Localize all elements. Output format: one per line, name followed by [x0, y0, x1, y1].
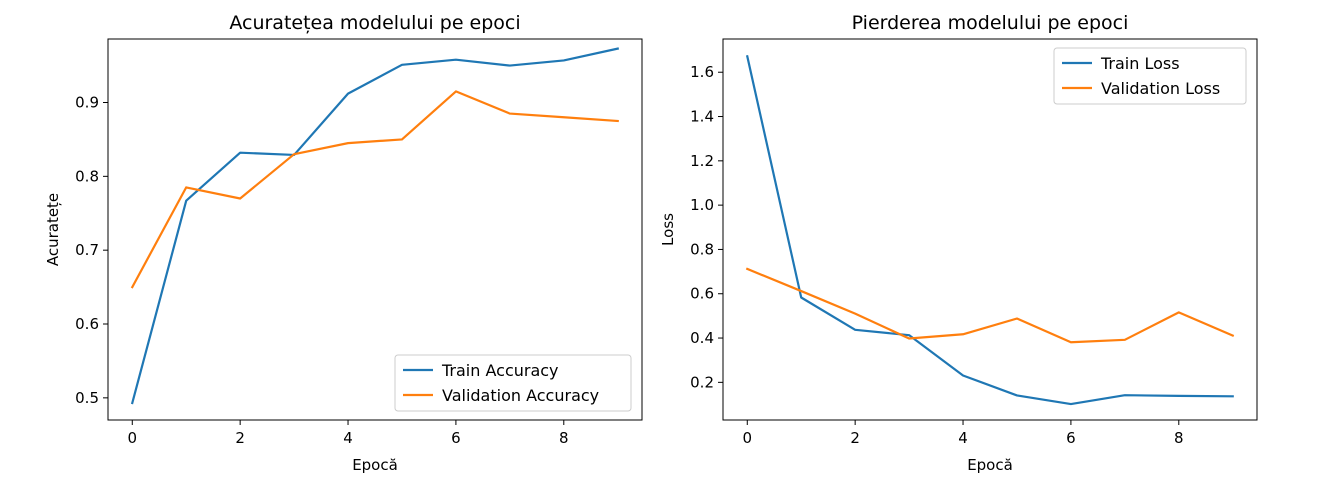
x-tick-label: 4 — [958, 429, 968, 447]
y-axis-label: Acuratețe — [44, 193, 62, 266]
legend-box — [1053, 47, 1247, 105]
x-axis-label: Epocă — [352, 456, 398, 474]
chart-title: Pierderea modelului pe epoci — [852, 12, 1129, 34]
y-tick-label: 1.2 — [690, 152, 714, 170]
x-tick-label: 6 — [451, 429, 461, 447]
x-tick-label: 2 — [235, 429, 245, 447]
legend-entry: Validation Loss — [1101, 79, 1220, 98]
x-tick-label: 6 — [1066, 429, 1076, 447]
loss-chart: Pierderea modelului pe epoci 0 2 4 6 8 0.2 0.4 0… — [659, 12, 1258, 474]
y-tick-label: 0.7 — [75, 241, 99, 259]
plot-frame — [722, 38, 1258, 421]
legend-box — [394, 354, 632, 412]
y-tick-label: 0.8 — [690, 240, 714, 258]
x-tick-label: 8 — [1174, 429, 1184, 447]
x-tick-label: 2 — [850, 429, 860, 447]
y-tick-label: 1.0 — [690, 196, 714, 214]
x-tick-label: 0 — [127, 429, 137, 447]
legend-entry: Train Accuracy — [441, 361, 559, 380]
accuracy-chart: Acuratețea modelului pe epoci 0 2 4 6 8 0.5 0.6… — [44, 12, 643, 474]
series-line-train — [130, 47, 620, 405]
legend: Train Loss Validation Loss — [1053, 47, 1247, 105]
x-axis-label: Epocă — [967, 456, 1013, 474]
x-tick-label: 8 — [559, 429, 569, 447]
series-line-validation — [745, 267, 1235, 344]
x-tick-label: 0 — [742, 429, 752, 447]
y-tick-label: 1.4 — [690, 108, 714, 126]
y-tick-label: 1.6 — [690, 63, 714, 81]
chart-title: Acuratețea modelului pe epoci — [229, 12, 520, 34]
y-tick-label: 0.6 — [75, 315, 99, 333]
y-tick-label: 0.2 — [690, 373, 714, 391]
x-tick-label: 4 — [343, 429, 353, 447]
y-tick-label: 0.9 — [75, 94, 99, 112]
series-line-validation — [130, 90, 619, 289]
y-tick-label: 0.5 — [75, 389, 99, 407]
y-tick-label: 0.4 — [690, 329, 714, 347]
legend-entry: Train Loss — [1100, 54, 1180, 73]
plot-frame — [107, 38, 643, 421]
legend-entry: Validation Accuracy — [442, 386, 599, 405]
y-tick-label: 0.8 — [75, 167, 99, 185]
y-axis-label: Loss — [659, 213, 677, 246]
y-tick-label: 0.6 — [690, 285, 714, 303]
legend: Train Accuracy Validation Accuracy — [394, 354, 632, 412]
series-line-train — [745, 54, 1234, 406]
